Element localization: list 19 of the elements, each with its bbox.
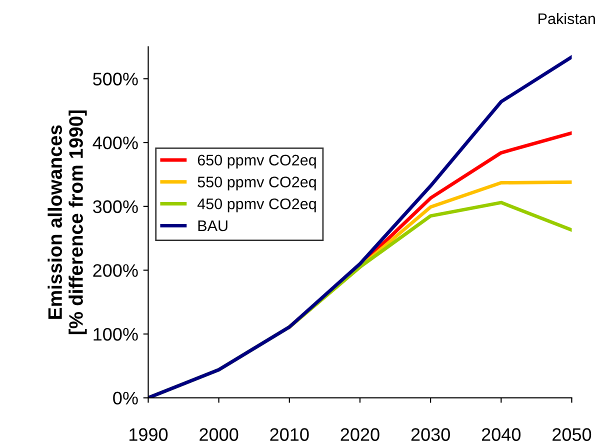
legend-label: BAU [198, 220, 228, 232]
y-tick-label: 300% [93, 200, 138, 214]
y-tick-label: 200% [93, 264, 138, 277]
x-tick-label: 2000 [200, 428, 238, 441]
y-tick-label: 100% [94, 328, 138, 341]
chart-title: Pakistan [538, 12, 595, 24]
y-tick-label: 0% [113, 392, 138, 405]
y-tick-label: 400% [92, 136, 138, 150]
x-tick-label: 2040 [482, 428, 521, 441]
y-tick-label: 500% [93, 72, 138, 86]
x-tick-label: 2010 [270, 428, 309, 441]
x-tick-label: 1990 [130, 428, 168, 441]
y-axis-title: Emission allowances [% difference from 1990] [48, 110, 87, 334]
legend-label: 650 ppmv CO2eq [198, 154, 316, 169]
legend-label: 450 ppmv CO2eq [197, 198, 316, 212]
x-tick-label: 2030 [411, 428, 450, 441]
x-tick-label: 2020 [340, 428, 380, 441]
x-tick-label: 2050 [552, 428, 592, 441]
legend-label: 550 ppmv CO2eq [198, 176, 316, 190]
